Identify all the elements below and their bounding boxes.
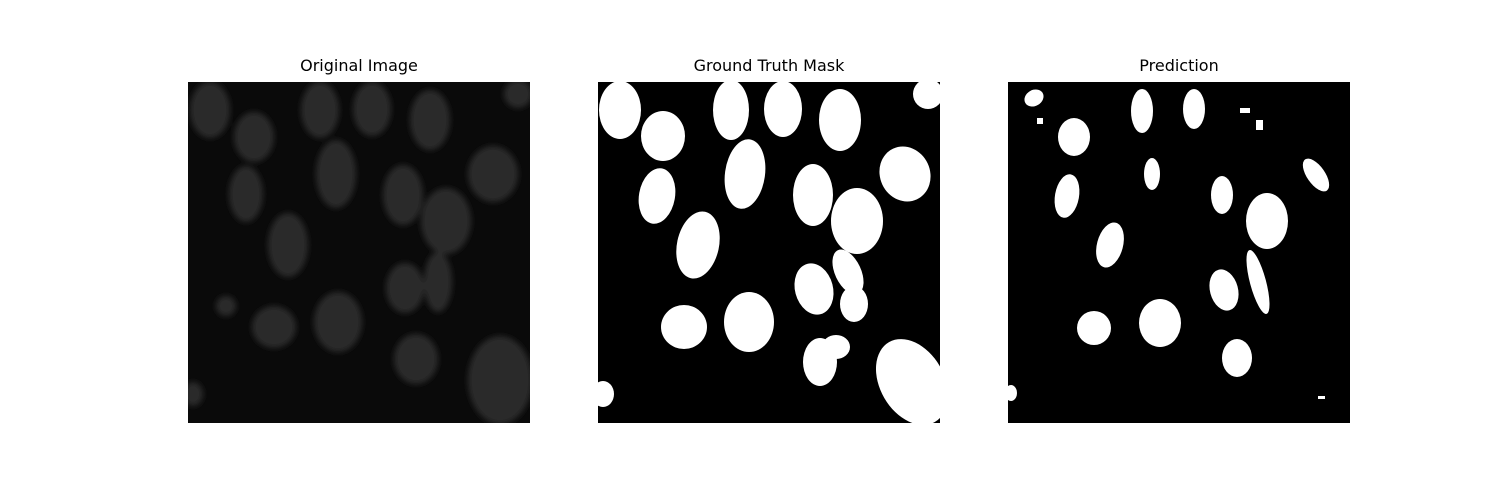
panel-prediction: Prediction: [1008, 55, 1350, 423]
panel-original-image: Original Image: [188, 55, 530, 423]
panel-ground-truth-mask: Ground Truth Mask: [598, 55, 940, 423]
prediction-mask-image: [1008, 82, 1350, 423]
panel-title: Ground Truth Mask: [693, 56, 845, 75]
panel-title: Prediction: [1139, 56, 1219, 75]
original-image: [188, 82, 530, 423]
ground-truth-mask-image: [598, 82, 940, 423]
panel-title: Original Image: [300, 56, 418, 75]
